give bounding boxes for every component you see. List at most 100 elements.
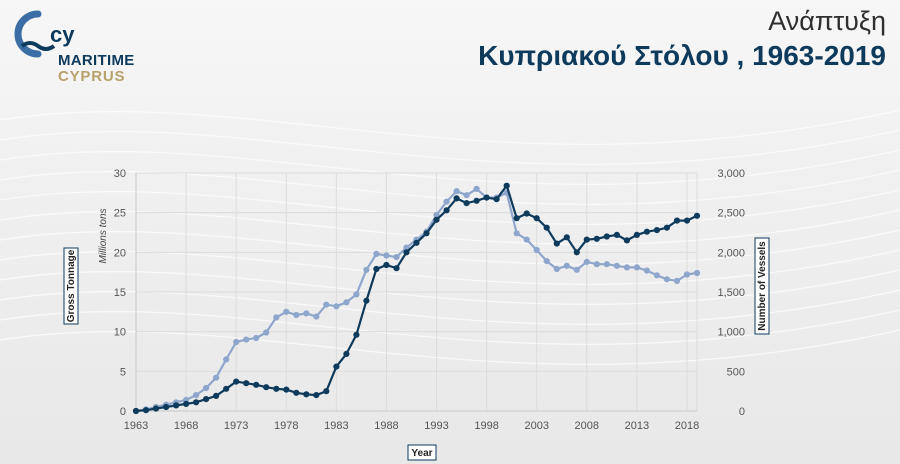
vessels-point [273, 314, 280, 321]
vessels-point [343, 299, 350, 306]
x-tick-label: 1973 [224, 420, 248, 432]
gross-tonnage-point [483, 194, 490, 201]
y-tick-label: 30 [114, 168, 126, 180]
x-tick-label: 1978 [274, 420, 298, 432]
vessels-point [223, 356, 230, 363]
gross-tonnage-point [443, 207, 450, 214]
gross-tonnage-point [203, 396, 210, 403]
vessels-point [283, 308, 290, 315]
cy-logo-icon: cy [14, 10, 75, 58]
y-tick-label: 10 [114, 327, 126, 339]
gross-tonnage-point [313, 392, 320, 399]
logo-cyprus-text: CYPRUS [58, 68, 126, 85]
y2-tick-labels: 0 500 1,000 1,500 2,000 2,500 3,000 [717, 168, 745, 418]
gross-tonnage-point [253, 381, 260, 388]
gross-tonnage-point [633, 231, 641, 238]
vessels-point [203, 384, 210, 392]
gross-tonnage-point [163, 403, 170, 411]
gross-tonnage-point [403, 249, 410, 256]
gross-tonnage-point [353, 331, 360, 338]
gross-tonnage-point [413, 239, 420, 246]
vessels-point [523, 236, 530, 243]
y-axis-unit: Millions tons [98, 208, 109, 263]
vessels-point [363, 266, 370, 273]
x-axis-label-box: Year [407, 444, 437, 461]
gross-tonnage-point [523, 210, 530, 217]
vessels-point [643, 267, 651, 274]
x-tick-label: 1988 [374, 420, 398, 432]
vessels-point [393, 254, 400, 261]
y-tick-label: 25 [114, 208, 126, 220]
gross-tonnage-point [543, 224, 550, 231]
gross-tonnage-point [283, 386, 290, 393]
vessels-point [293, 311, 300, 319]
y2-tick-label: 0 [739, 406, 745, 418]
gross-tonnage-point [673, 217, 681, 224]
grid-lines [135, 172, 697, 412]
vessels-point [603, 261, 610, 268]
vessels-point [213, 374, 220, 381]
y2-tick-label: 3,000 [717, 168, 745, 180]
vessels-point [543, 258, 550, 265]
logo-maritime-text: MARITIME [58, 52, 135, 69]
vessels-point [583, 258, 590, 265]
x-tick-label: 2008 [575, 420, 599, 432]
vessels-point [473, 185, 480, 192]
vessels-point [323, 301, 330, 308]
gross-tonnage-point [383, 261, 390, 269]
vessels-point [193, 392, 200, 399]
vessels-point [553, 265, 560, 273]
vessels-point [653, 272, 661, 279]
y2-axis-label: Number of Vessels [757, 241, 768, 331]
maritime-cyprus-logo: cy MARITIME CYPRUS [10, 10, 150, 85]
vessels-point [443, 198, 450, 205]
logo-mark: cy [50, 22, 75, 47]
y2-tick-label: 1,000 [717, 327, 745, 339]
vessels-point [253, 334, 260, 342]
y-tick-label: 5 [120, 366, 126, 378]
vessels-point [303, 310, 310, 317]
gross-tonnage-point [263, 384, 270, 391]
gross-tonnage-point [193, 399, 200, 406]
gross-tonnage-point [303, 391, 310, 398]
gross-tonnage-point [363, 297, 370, 304]
x-tick-label: 1963 [124, 420, 148, 432]
gross-tonnage-line [135, 184, 698, 413]
data-series [132, 182, 701, 415]
y2-axis-label-box: Number of Vessels [754, 237, 770, 335]
gross-tonnage-point [433, 216, 440, 223]
y-axis-label: Gross Tonnage [66, 249, 77, 322]
page-title-line2: Κυπριακού Στόλου , 1963-2019 [478, 40, 886, 71]
gross-tonnage-point [152, 405, 160, 412]
vessels-point [383, 252, 390, 259]
x-tick-label: 1983 [324, 420, 348, 432]
x-tick-label: 1998 [474, 420, 498, 432]
gross-tonnage-point [643, 228, 651, 235]
vessels-point [673, 277, 681, 284]
vessels-point [433, 211, 440, 219]
vessels-point [693, 269, 701, 277]
gross-tonnage-point [132, 407, 140, 415]
vessels-point [623, 264, 631, 271]
gross-tonnage-point [323, 388, 330, 395]
y-tick-labels: 0 5 10 15 20 25 30 [114, 168, 126, 418]
gross-tonnage-point [473, 197, 480, 204]
y2-tick-label: 500 [727, 366, 745, 378]
vessels-point [533, 246, 540, 254]
gross-tonnage-point [343, 350, 350, 357]
vessels-point [593, 261, 600, 268]
gross-tonnage-point [393, 265, 400, 272]
gross-tonnage-point [563, 234, 570, 241]
gross-tonnage-point [603, 233, 610, 240]
vessels-line [135, 187, 698, 413]
y2-tick-label: 2,000 [717, 247, 745, 259]
gross-tonnage-point [663, 224, 671, 231]
y2-tick-label: 1,500 [717, 287, 745, 299]
gross-tonnage-point [233, 378, 240, 385]
axes [135, 173, 698, 412]
vessels-point [463, 192, 470, 199]
vessels-point [313, 313, 320, 320]
vessels-point [373, 250, 380, 257]
gross-tonnage-point [373, 265, 380, 273]
